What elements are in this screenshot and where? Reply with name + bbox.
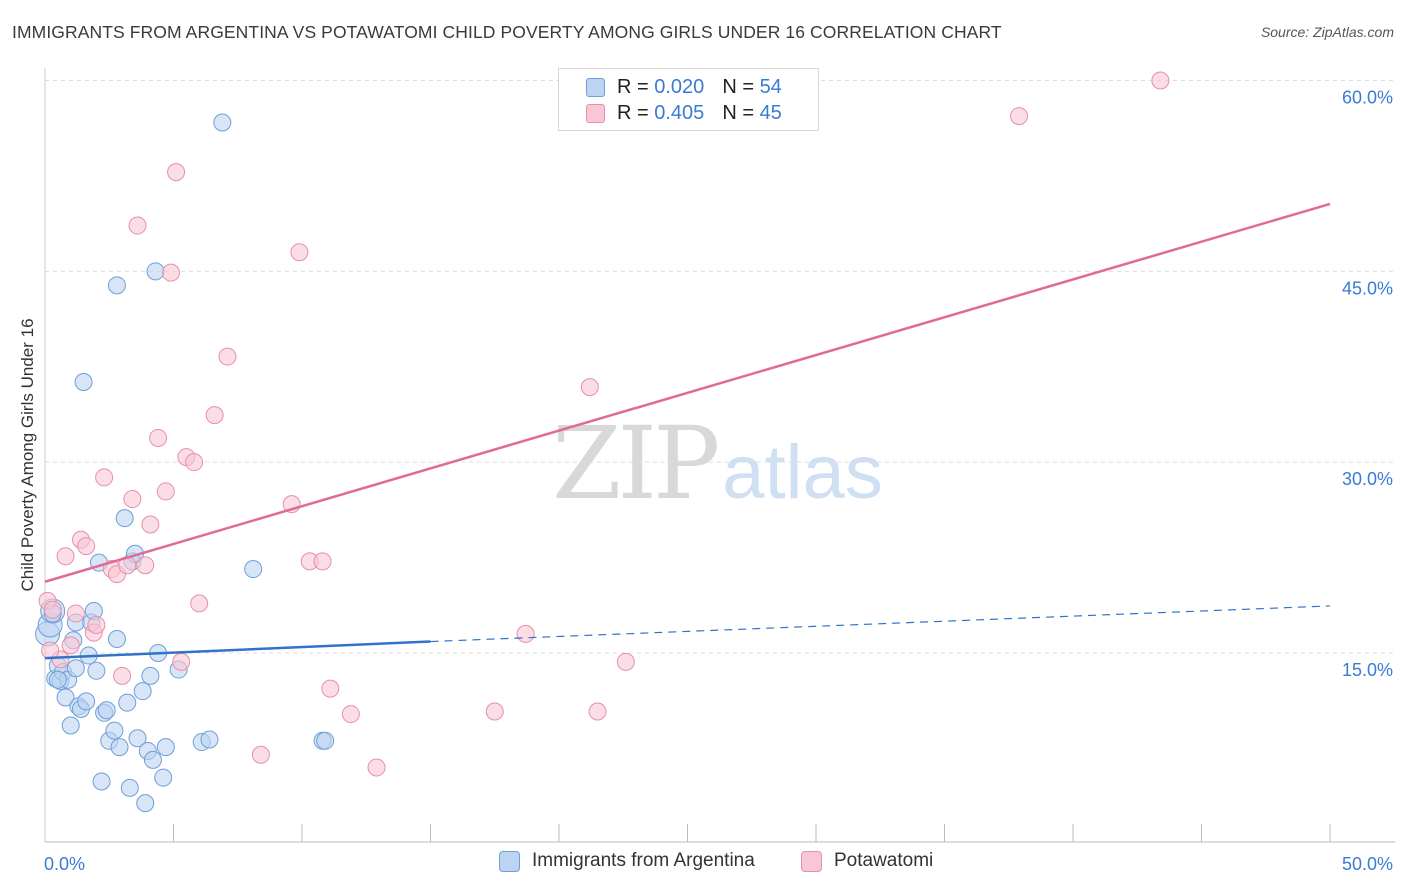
- point-argentina: [77, 692, 96, 711]
- point-argentina: [56, 688, 75, 707]
- legend-label-argentina: Immigrants from Argentina: [532, 850, 755, 871]
- legend-item-argentina[interactable]: Immigrants from Argentina: [499, 850, 755, 872]
- point-argentina: [154, 768, 173, 787]
- y-tick-label: 45.0%: [1342, 278, 1393, 298]
- stats-n-label: N =: [722, 75, 754, 98]
- point-potawatomi: [321, 679, 340, 698]
- point-potawatomi: [251, 745, 270, 764]
- trendline-argentina-extension: [430, 605, 1331, 643]
- point-argentina: [115, 509, 134, 528]
- point-argentina: [244, 560, 263, 579]
- stats-row-potawatomi: R = 0.405 N = 45: [586, 101, 782, 125]
- point-argentina: [141, 666, 160, 685]
- point-potawatomi: [580, 378, 599, 397]
- point-argentina: [128, 729, 147, 748]
- legend-item-potawatomi[interactable]: Potawatomi: [801, 850, 933, 872]
- point-argentina: [107, 630, 126, 649]
- x-tick-label: 50.0%: [1342, 854, 1393, 874]
- point-potawatomi: [66, 604, 85, 623]
- stats-r-label: R =: [617, 75, 649, 98]
- point-potawatomi: [43, 600, 62, 619]
- point-argentina: [97, 701, 116, 720]
- point-argentina: [87, 661, 106, 680]
- source-label: Source: ZipAtlas.com: [1260, 24, 1394, 40]
- point-potawatomi: [190, 594, 209, 613]
- stats-swatch-argentina: [586, 77, 605, 97]
- trendline-potawatomi: [44, 202, 1331, 583]
- y-tick-label: 60.0%: [1342, 88, 1393, 108]
- point-argentina: [66, 659, 85, 678]
- point-potawatomi: [87, 616, 106, 635]
- point-potawatomi: [149, 428, 168, 447]
- stats-r-value: 0.405: [654, 101, 705, 124]
- stats-r-label: R =: [617, 101, 649, 124]
- point-argentina: [200, 730, 219, 749]
- point-argentina: [110, 738, 129, 757]
- point-potawatomi: [218, 347, 237, 366]
- point-potawatomi: [56, 547, 75, 566]
- stats-legend: R = 0.020 N = 54 R = 0.405 N = 45: [558, 68, 819, 131]
- point-potawatomi: [141, 515, 160, 534]
- stats-swatch-potawatomi: [586, 103, 605, 123]
- point-potawatomi: [367, 758, 386, 777]
- legend-label-potawatomi: Potawatomi: [834, 850, 934, 871]
- point-argentina: [143, 750, 162, 769]
- point-potawatomi: [172, 652, 191, 671]
- point-potawatomi: [290, 243, 309, 262]
- point-potawatomi: [616, 652, 635, 671]
- point-potawatomi: [205, 406, 224, 425]
- legend-swatch-potawatomi: [801, 850, 822, 872]
- point-potawatomi: [123, 490, 142, 509]
- point-potawatomi: [588, 702, 607, 721]
- point-potawatomi: [313, 552, 332, 571]
- point-argentina: [105, 721, 124, 740]
- point-argentina: [107, 276, 126, 295]
- x-tick-label: 0.0%: [44, 854, 85, 874]
- point-potawatomi: [136, 556, 155, 575]
- point-argentina: [120, 778, 139, 797]
- y-tick-label: 30.0%: [1342, 469, 1393, 489]
- point-potawatomi: [77, 537, 96, 556]
- point-potawatomi: [485, 702, 504, 721]
- point-potawatomi: [113, 666, 132, 685]
- trendline-argentina: [44, 640, 431, 660]
- stats-row-argentina: R = 0.020 N = 54: [586, 75, 782, 99]
- point-argentina: [61, 716, 80, 735]
- point-potawatomi: [341, 705, 360, 724]
- y-tick-label: 15.0%: [1342, 660, 1393, 680]
- point-potawatomi: [128, 216, 147, 235]
- point-potawatomi: [161, 263, 180, 282]
- series-legend: Immigrants from Argentina Potawatomi: [0, 850, 1406, 878]
- point-argentina: [48, 670, 67, 689]
- stats-r-value: 0.020: [654, 75, 705, 98]
- point-potawatomi: [185, 453, 204, 472]
- point-argentina: [92, 772, 111, 791]
- y-axis-label: Child Poverty Among Girls Under 16: [18, 318, 37, 592]
- point-argentina: [74, 373, 93, 392]
- point-potawatomi: [167, 163, 186, 182]
- point-argentina: [146, 262, 165, 281]
- point-potawatomi: [1151, 71, 1170, 90]
- point-argentina: [133, 682, 152, 701]
- stats-n-value: 45: [759, 101, 782, 124]
- point-potawatomi: [1010, 107, 1029, 126]
- point-potawatomi: [156, 482, 175, 501]
- point-argentina: [118, 693, 137, 712]
- stats-n-value: 54: [759, 75, 782, 98]
- point-potawatomi: [61, 636, 80, 655]
- point-argentina: [136, 794, 155, 813]
- point-potawatomi: [95, 468, 114, 487]
- point-argentina: [213, 113, 232, 132]
- stats-n-label: N =: [722, 101, 754, 124]
- legend-swatch-argentina: [499, 850, 520, 872]
- chart-title: IMMIGRANTS FROM ARGENTINA VS POTAWATOMI …: [12, 22, 1002, 42]
- point-argentina: [316, 731, 335, 750]
- point-potawatomi: [516, 624, 535, 643]
- point-argentina: [156, 738, 175, 757]
